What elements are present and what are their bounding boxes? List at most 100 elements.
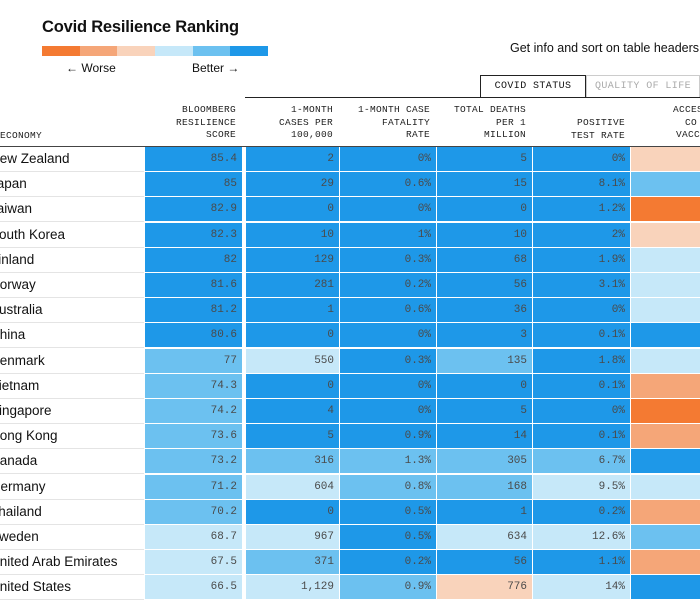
tab-covid-status[interactable]: COVID STATUS bbox=[480, 75, 586, 97]
cell-cases: 0 bbox=[246, 197, 339, 222]
cell-score: 85 bbox=[145, 172, 242, 197]
page-title: Covid Resilience Ranking bbox=[42, 18, 239, 36]
cell-deaths: 56 bbox=[437, 550, 532, 575]
cell-deaths: 0 bbox=[437, 373, 532, 398]
cell-vaccine bbox=[631, 247, 700, 272]
column-header-vaccine[interactable]: ACCESS CO VACCI bbox=[672, 104, 700, 140]
cell-deaths: 168 bbox=[437, 474, 532, 499]
economy-name: Singapore bbox=[0, 403, 52, 418]
cell-positive: 0.1% bbox=[533, 323, 630, 348]
cell-deaths: 68 bbox=[437, 247, 532, 272]
cell-score: 74.3 bbox=[145, 373, 242, 398]
table-row: Singapore74.240%50% bbox=[0, 399, 700, 424]
cell-cfr: 0.6% bbox=[340, 172, 436, 197]
cell-score: 81.2 bbox=[145, 298, 242, 323]
info-text: Get info and sort on table headers bbox=[510, 41, 700, 55]
row-divider bbox=[0, 372, 144, 374]
cell-cfr: 0.8% bbox=[340, 474, 436, 499]
cell-deaths: 15 bbox=[437, 172, 532, 197]
table-row: Hong Kong 73.650.9%140.1% bbox=[0, 424, 700, 450]
color-legend-bar bbox=[42, 46, 269, 56]
column-header-positive[interactable]: POSITIVE TEST RATE bbox=[570, 117, 625, 141]
cell-positive: 0% bbox=[533, 147, 630, 171]
cell-cases: 10 bbox=[246, 222, 339, 247]
row-divider bbox=[0, 498, 144, 500]
row-divider bbox=[0, 549, 144, 550]
economy-name: Canada bbox=[0, 453, 38, 469]
table-row: China 80.600%30.1% bbox=[0, 323, 700, 349]
column-header-deaths[interactable]: TOTAL DEATHS PER 1 MILLION bbox=[453, 104, 526, 140]
row-divider bbox=[0, 322, 144, 324]
cell-vaccine bbox=[631, 323, 700, 348]
cell-deaths: 135 bbox=[437, 348, 532, 373]
cell-score: 77 bbox=[145, 348, 242, 373]
cell-positive: 14% bbox=[533, 575, 630, 600]
cell-cfr: 0.5% bbox=[340, 525, 436, 549]
cell-positive: 1.2% bbox=[533, 197, 630, 222]
cell-deaths: 5 bbox=[437, 147, 532, 171]
cell-deaths: 5 bbox=[437, 399, 532, 423]
cell-cases: 29 bbox=[246, 172, 339, 197]
cell-cfr: 0% bbox=[340, 323, 436, 348]
economy-name: New Zealand bbox=[0, 151, 70, 166]
cell-vaccine bbox=[631, 550, 700, 575]
cell-deaths: 3 bbox=[437, 323, 532, 348]
economy-name: Norway bbox=[0, 277, 36, 292]
cell-cfr: 0.5% bbox=[340, 499, 436, 524]
cell-vaccine bbox=[631, 525, 700, 549]
cell-cases: 1 bbox=[246, 298, 339, 323]
cell-deaths: 634 bbox=[437, 525, 532, 549]
cell-positive: 2% bbox=[533, 222, 630, 247]
cell-vaccine bbox=[631, 474, 700, 499]
row-divider bbox=[0, 423, 144, 424]
cell-positive: 1.9% bbox=[533, 247, 630, 272]
cell-cases: 4 bbox=[246, 399, 339, 423]
cell-cases: 550 bbox=[246, 348, 339, 373]
cell-cfr: 0.2% bbox=[340, 273, 436, 297]
cell-cfr: 0% bbox=[340, 373, 436, 398]
cell-positive: 6.7% bbox=[533, 449, 630, 474]
row-divider bbox=[0, 523, 144, 525]
cell-positive: 0% bbox=[533, 399, 630, 423]
cell-vaccine bbox=[631, 222, 700, 247]
cell-deaths: 56 bbox=[437, 273, 532, 297]
cell-cases: 604 bbox=[246, 474, 339, 499]
legend-swatch bbox=[192, 46, 231, 56]
cell-score: 80.6 bbox=[145, 323, 242, 348]
economy-name: Sweden bbox=[0, 529, 39, 544]
legend-swatch bbox=[79, 46, 118, 56]
economy-name: Thailand bbox=[0, 503, 42, 519]
column-header-economy[interactable]: ECONOMY bbox=[0, 130, 43, 141]
column-header-cases[interactable]: 1-MONTH CASES PER 100,000 bbox=[278, 104, 333, 140]
tab-quality-of-life[interactable]: QUALITY OF LIFE bbox=[586, 75, 700, 97]
economy-name: United Arab Emirates bbox=[0, 554, 118, 570]
column-header-cfr[interactable]: 1-MONTH CASE FATALITY RATE bbox=[357, 104, 430, 140]
economy-name: United States bbox=[0, 579, 72, 595]
table-row: Vietnam74.300%00.1% bbox=[0, 373, 700, 399]
economy-name: China bbox=[0, 327, 26, 343]
cell-score: 81.6 bbox=[145, 273, 242, 297]
cell-cfr: 1.3% bbox=[340, 449, 436, 474]
column-header-score[interactable]: BLOOMBERG RESILIENCE SCORE bbox=[175, 104, 236, 140]
cell-deaths: 0 bbox=[437, 197, 532, 222]
row-divider bbox=[0, 397, 144, 399]
cell-deaths: 776 bbox=[437, 575, 532, 600]
table-row: Australia 81.210.6%360% bbox=[0, 298, 700, 324]
cell-positive: 3.1% bbox=[533, 273, 630, 297]
legend-better-label: Better → bbox=[192, 61, 240, 75]
cell-score: 67.5 bbox=[145, 550, 242, 575]
cell-cfr: 0.9% bbox=[340, 424, 436, 449]
row-divider bbox=[0, 574, 144, 576]
cell-vaccine bbox=[631, 424, 700, 449]
economy-name: Finland bbox=[0, 251, 35, 267]
cell-deaths: 1 bbox=[437, 499, 532, 524]
cell-vaccine bbox=[631, 373, 700, 398]
cell-positive: 0% bbox=[533, 298, 630, 323]
legend-swatch bbox=[42, 46, 80, 56]
cell-score: 73.6 bbox=[145, 424, 242, 449]
